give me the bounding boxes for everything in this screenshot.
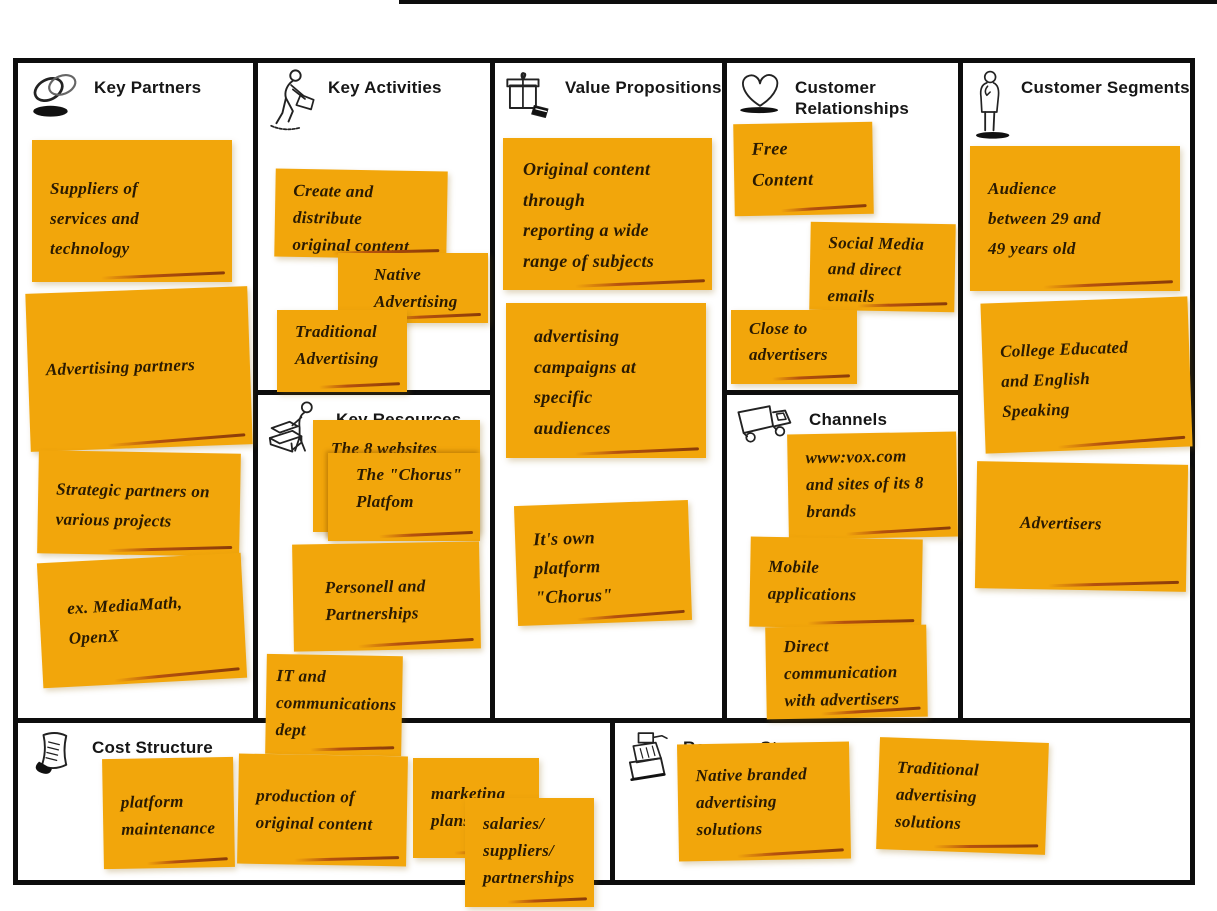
- section-key-partners: Key Partners Suppliers of services and t…: [13, 58, 258, 723]
- worker-icon: [266, 69, 318, 140]
- sticky-note: production of original content: [237, 753, 408, 867]
- document-icon: [26, 729, 82, 788]
- sticky-note: Personell and Partnerships: [292, 541, 481, 652]
- sticky-note: Direct communication with advertisers: [765, 624, 928, 720]
- person-icon: [971, 69, 1011, 150]
- section-header: Customer Relationships: [735, 69, 909, 120]
- section-header: Cost Structure: [26, 729, 213, 788]
- register-icon: [623, 729, 673, 794]
- gift-icon: [503, 69, 555, 126]
- section-header: Key Partners: [26, 69, 201, 124]
- sticky-note: Close to advertisers: [731, 310, 857, 384]
- sticky-note: ex. MediaMath, OpenX: [36, 552, 248, 689]
- section-customer-segments: Customer Segments Audience between 29 an…: [958, 58, 1195, 723]
- section-title: Channels: [809, 410, 888, 429]
- sticky-note: Advertising partners: [25, 286, 253, 452]
- section-customer-relationships: Customer Relationships Free Content Soci…: [722, 58, 963, 395]
- sticky-note: www:vox.com and sites of its 8 brands: [787, 431, 958, 540]
- top-border-line: [399, 0, 1217, 4]
- sticky-note: Advertisers: [974, 461, 1189, 592]
- sticky-note: Strategic partners on various projects: [37, 450, 241, 557]
- section-key-resources: Key Resources The 8 websites The "Chorus…: [253, 390, 495, 757]
- sticky-note: Suppliers of services and technology: [32, 140, 232, 282]
- sticky-note: Native branded advertising solutions: [676, 741, 852, 862]
- sticky-note: Social Media and direct emails: [809, 221, 956, 313]
- sticky-note: platform maintenance: [102, 756, 235, 870]
- sticky-note: Free Content: [733, 121, 874, 217]
- section-header: Customer Segments: [971, 69, 1190, 150]
- section-cost-structure: Cost Structure platform maintenance prod…: [13, 718, 615, 907]
- sticky-note: salaries/ suppliers/ partnerships: [465, 798, 594, 907]
- section-title: Value Propositions: [565, 78, 722, 97]
- section-header: Key Activities: [266, 69, 442, 140]
- section-title: Key Activities: [328, 78, 442, 97]
- sticky-note: Create and distribute original content: [274, 168, 448, 260]
- section-revenue-streams: Revenue Streams Native branded advertisi…: [610, 718, 1195, 885]
- sticky-note: Traditional Advertising: [277, 310, 407, 392]
- rings-icon: [26, 69, 84, 124]
- section-value-propositions: Value Propositions Original content thro…: [490, 58, 727, 723]
- truck-icon: [735, 401, 799, 458]
- resources-icon: [266, 401, 326, 462]
- sticky-note: Mobile applications: [749, 536, 923, 630]
- sticky-note: Original content through reporting a wid…: [503, 138, 712, 290]
- sticky-note: College Educated and English Speaking: [980, 296, 1193, 454]
- sticky-note: Traditional advertising solutions: [876, 737, 1049, 855]
- heart-icon: [735, 69, 785, 120]
- section-header: Value Propositions: [503, 69, 722, 126]
- section-channels: Channels www:vox.com and sites of its 8 …: [722, 390, 963, 723]
- section-key-activities: Key Activities Create and distribute ori…: [253, 58, 495, 395]
- section-header: Channels: [735, 401, 887, 458]
- sticky-note: IT and communications dept: [265, 653, 403, 757]
- section-title: Customer Relationships: [795, 78, 910, 119]
- sticky-note: Audience between 29 and 49 years old: [970, 146, 1180, 291]
- section-title: Cost Structure: [92, 738, 213, 757]
- sticky-note: It's own platform "Chorus": [513, 500, 693, 626]
- sticky-note: advertising campaigns at specific audien…: [506, 303, 706, 458]
- sticky-note: The "Chorus" Platfom: [328, 453, 480, 541]
- section-title: Customer Segments: [1021, 78, 1190, 97]
- section-title: Key Partners: [94, 78, 202, 97]
